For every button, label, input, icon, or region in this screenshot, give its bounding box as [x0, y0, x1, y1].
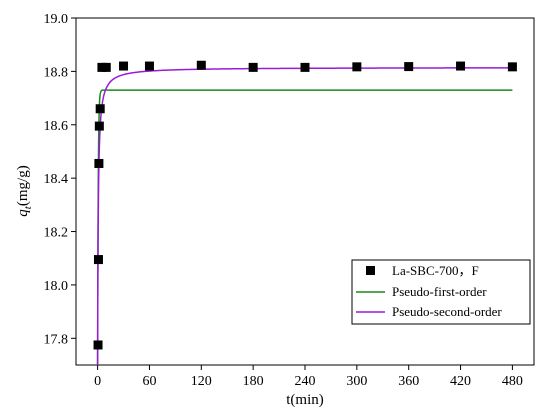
data-point — [119, 61, 129, 71]
data-point — [196, 60, 206, 70]
y-axis-ticks: 17.8 18.0 18.2 18.4 18.6 18.8 19.0 — [44, 12, 76, 347]
x-tick-label: 480 — [502, 374, 523, 389]
y-tick-label: 18.6 — [44, 119, 69, 134]
x-tick-label: 120 — [191, 374, 212, 389]
x-tick-label: 240 — [295, 374, 316, 389]
x-tick-label: 60 — [142, 374, 156, 389]
y-axis-title: qt(mg/g) — [15, 165, 34, 216]
data-point — [95, 104, 105, 114]
y-tick-label: 18.4 — [44, 172, 69, 187]
data-point — [248, 62, 258, 72]
x-axis-ticks: 0 60 120 180 240 300 360 420 480 — [94, 365, 523, 389]
legend-label-la-sbc-700: La-SBC-700，F — [392, 263, 479, 278]
x-axis-title: t(min) — [286, 392, 324, 408]
data-points — [93, 60, 517, 350]
y-tick-label: 17.8 — [44, 332, 69, 347]
data-point — [93, 255, 103, 265]
y-tick-label: 18.2 — [44, 226, 69, 241]
y-axis-title-symbol: q — [15, 209, 31, 217]
data-point — [456, 61, 466, 71]
fit-line-pseudo-first-order — [96, 89, 513, 366]
y-tick-label: 18.8 — [44, 65, 69, 80]
legend: La-SBC-700，F Pseudo-first-order Pseudo-s… — [351, 259, 531, 325]
x-tick-label: 360 — [398, 374, 419, 389]
data-point — [507, 62, 517, 72]
x-tick-label: 420 — [450, 374, 471, 389]
y-axis-title-unit: (mg/g) — [15, 165, 31, 206]
data-point — [300, 62, 310, 72]
legend-label-pseudo-first-order: Pseudo-first-order — [392, 284, 487, 299]
data-point — [93, 340, 103, 350]
data-point — [352, 62, 362, 72]
y-axis-title-subscript: t — [22, 205, 34, 209]
y-tick-label: 18.0 — [44, 279, 69, 294]
data-point — [101, 62, 111, 72]
data-point — [94, 121, 104, 131]
x-tick-label: 300 — [346, 374, 367, 389]
x-tick-label: 0 — [94, 374, 101, 389]
legend-label-pseudo-second-order: Pseudo-second-order — [392, 304, 502, 319]
y-tick-label: 19.0 — [44, 12, 69, 27]
data-point — [404, 62, 414, 72]
data-point — [144, 61, 154, 71]
legend-marker-la-sbc-700 — [366, 266, 375, 275]
x-tick-label: 180 — [243, 374, 264, 389]
data-point — [94, 158, 104, 168]
